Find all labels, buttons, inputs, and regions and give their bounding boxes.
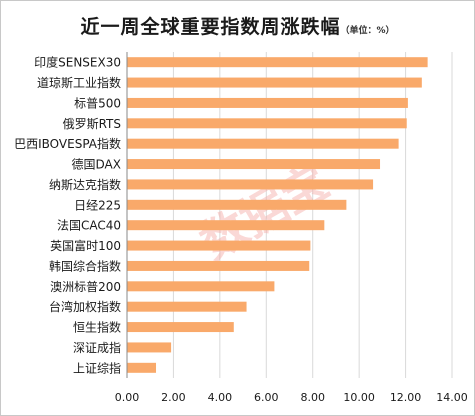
chart-title-unit: （单位：%）	[340, 26, 395, 36]
bar	[127, 342, 172, 353]
x-tick-label: 12.00	[390, 391, 422, 404]
category-label: 韩国综合指数	[49, 258, 121, 273]
category-label: 法国CAC40	[57, 219, 121, 233]
category-label: 德国DAX	[72, 157, 121, 172]
chart-title: 近一周全球重要指数周涨跌幅（单位：%）	[0, 12, 475, 39]
bar	[127, 322, 234, 333]
x-tick-label: 6.00	[254, 391, 279, 404]
bars	[127, 57, 428, 373]
category-label: 印度SENSEX30	[34, 55, 121, 70]
x-tick-label: 4.00	[208, 391, 233, 404]
x-tick-labels: 0.00 2.00 4.00 6.00 8.00 10.00 12.00 14.00	[115, 391, 468, 404]
category-label: 英国富时100	[50, 238, 121, 253]
category-label: 深证成指	[73, 340, 121, 355]
watermark: 数据宝	[191, 154, 338, 270]
bar	[127, 77, 422, 88]
bar	[127, 199, 347, 210]
bar	[127, 57, 428, 68]
x-tick-label: 10.00	[343, 391, 375, 404]
bar	[127, 281, 275, 292]
bar	[127, 260, 310, 271]
category-label: 恒生指数	[73, 320, 121, 335]
category-label: 日经225	[74, 198, 121, 212]
category-label: 澳洲标普200	[50, 280, 121, 294]
bar	[127, 301, 247, 312]
bar	[127, 362, 157, 373]
x-tick-label: 14.00	[436, 391, 468, 404]
category-label: 纳斯达克指数	[49, 177, 121, 192]
category-label: 巴西IBOVESPA指数	[14, 136, 121, 151]
x-tick-label: 0.00	[115, 391, 140, 404]
bar	[127, 138, 399, 149]
category-label: 道琼斯工业指数	[37, 75, 121, 90]
x-tick-label: 2.00	[161, 391, 186, 404]
category-label: 俄罗斯RTS	[63, 117, 121, 131]
bar	[127, 179, 374, 190]
bar	[127, 97, 408, 108]
chart-title-main: 近一周全球重要指数周涨跌幅	[80, 16, 341, 38]
category-label: 台湾加权指数	[49, 299, 121, 314]
bar	[127, 118, 407, 129]
category-label: 上证综指	[73, 360, 121, 375]
bar	[127, 220, 325, 231]
bar	[127, 240, 311, 251]
category-label: 标普500	[74, 96, 121, 110]
bar	[127, 159, 381, 170]
x-tick-label: 8.00	[300, 391, 325, 404]
